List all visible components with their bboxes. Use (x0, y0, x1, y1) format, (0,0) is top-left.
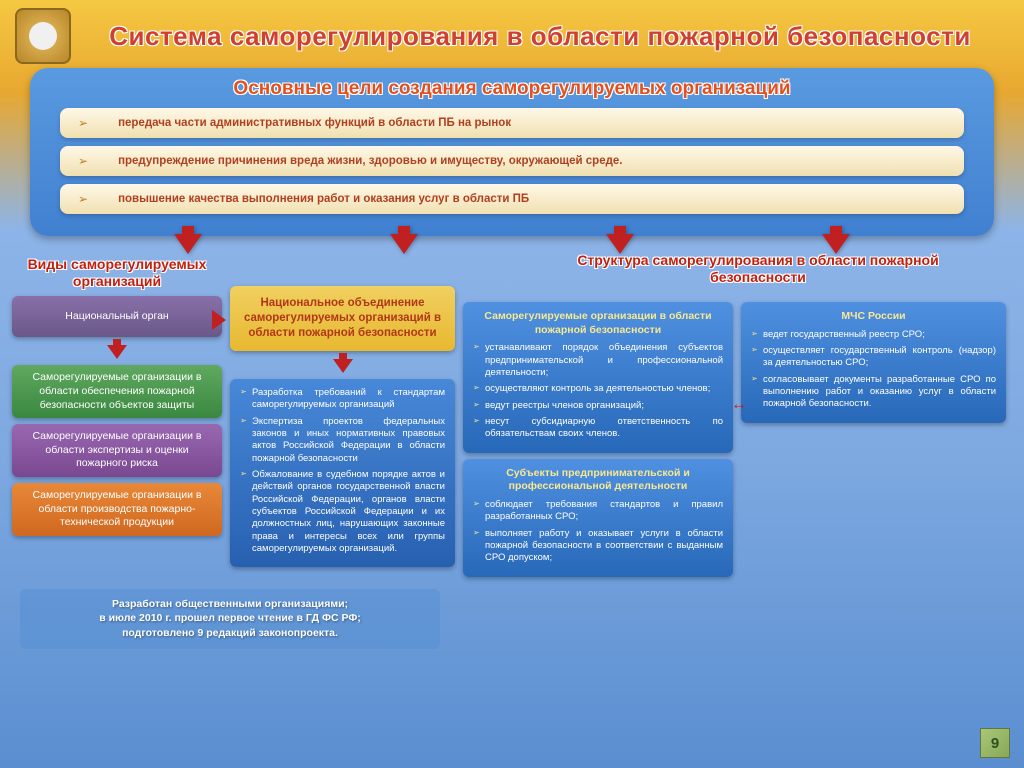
page-number: 9 (980, 728, 1010, 758)
list-item: Разработка требований к стандартам самор… (240, 387, 445, 412)
col-types: Виды саморегулируемых организаций Национ… (12, 256, 222, 583)
goals-title: Основные цели создания саморегулируемых … (60, 78, 964, 100)
header: Система саморегулирования в области пожа… (0, 0, 1024, 68)
list-item: ведут реестры членов организаций; (473, 400, 723, 412)
col-union: Национальное объединение саморегулируемы… (230, 286, 455, 583)
national-body-box: Национальный орган (12, 296, 222, 338)
arrow-down-icon (333, 359, 353, 373)
type-box: Саморегулируемые организации в области э… (12, 424, 222, 477)
columns-layout: Виды саморегулируемых организаций Национ… (0, 254, 1024, 585)
sro-box: Саморегулируемые организации в области п… (463, 302, 733, 453)
emblem-logo (15, 8, 71, 64)
list-item: устанавливают порядок объединения субъек… (473, 342, 723, 379)
arrow-down-icon (606, 234, 634, 254)
list-item: выполняет работу и оказывает услуги в об… (473, 528, 723, 565)
list-item: соблюдает требования стандартов и правил… (473, 499, 723, 524)
col-structure: Структура саморегулирования в области по… (463, 256, 733, 583)
union-functions-box: Разработка требований к стандартам самор… (230, 379, 455, 567)
list-item: Экспертиза проектов федеральных законов … (240, 416, 445, 465)
list-item: несут субсидиарную ответственность по об… (473, 416, 723, 441)
bullet-icon: ➢ (78, 116, 88, 130)
arrow-down-icon (822, 234, 850, 254)
box-header: Саморегулируемые организации в области п… (473, 310, 723, 337)
slide-title: Система саморегулирования в области пожа… (71, 21, 1009, 52)
footer-note: Разработан общественными организациями; … (20, 589, 440, 649)
goal-item: ➢повышение качества выполнения работ и о… (60, 184, 964, 214)
types-title: Виды саморегулируемых организаций (12, 256, 222, 290)
arrow-down-icon (390, 234, 418, 254)
arrow-down-icon (174, 234, 202, 254)
goal-item: ➢предупреждение причинения вреда жизни, … (60, 146, 964, 176)
box-header: МЧС России (751, 310, 996, 324)
list-item: осуществляет государственный контроль (н… (751, 345, 996, 370)
main-goals-panel: Основные цели создания саморегулируемых … (30, 68, 994, 236)
bullet-icon: ➢ (78, 192, 88, 206)
bullet-icon: ➢ (78, 154, 88, 168)
list-item: ведет государственный реестр СРО; (751, 329, 996, 341)
goal-item: ➢передача части административных функций… (60, 108, 964, 138)
type-box: Саморегулируемые организации в области о… (12, 365, 222, 418)
list-item: согласовывает документы разработанные СР… (751, 374, 996, 411)
subjects-box: Субъекты предпринимательской и профессио… (463, 459, 733, 577)
double-arrow-icon: ↔ (731, 396, 747, 414)
list-item: Обжалование в судебном порядке актов и д… (240, 469, 445, 555)
structure-title: Структура саморегулирования в области по… (543, 252, 973, 286)
arrows-row (0, 234, 1024, 254)
type-box: Саморегулируемые организации в области п… (12, 483, 222, 536)
col-mchs: МЧС России ведет государственный реестр … (741, 302, 1006, 583)
union-box: Национальное объединение саморегулируемы… (230, 286, 455, 351)
arrow-right-icon (212, 310, 226, 330)
box-header: Субъекты предпринимательской и профессио… (473, 467, 723, 494)
mchs-box: МЧС России ведет государственный реестр … (741, 302, 1006, 423)
arrow-down-icon (107, 345, 127, 359)
list-item: осуществляют контроль за деятельностью ч… (473, 383, 723, 395)
